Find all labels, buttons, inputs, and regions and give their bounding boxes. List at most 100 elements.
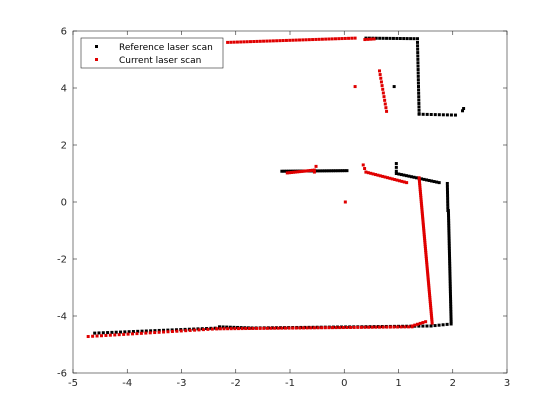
scan-point (427, 290, 431, 294)
scan-point (275, 39, 279, 43)
plot-area (73, 31, 507, 373)
scan-point (122, 332, 126, 336)
scan-point (359, 325, 363, 329)
scan-point (449, 322, 453, 326)
legend-label-reference: Reference laser scan (119, 43, 213, 53)
scan-point (417, 176, 421, 180)
scan-point (226, 327, 230, 331)
scan-point (291, 38, 295, 42)
scan-point (430, 319, 434, 323)
scan-point (426, 272, 430, 276)
scan-point (416, 57, 420, 61)
scan-point (317, 37, 321, 41)
scan-point (283, 326, 287, 330)
scan-point (426, 280, 430, 284)
scan-point (420, 203, 424, 207)
scan-point (402, 180, 406, 184)
scan-point (423, 239, 427, 243)
scan-point (381, 91, 385, 95)
scan-point (110, 330, 114, 334)
scan-point (417, 101, 421, 105)
scan-point (416, 47, 420, 51)
scan-point (449, 315, 453, 319)
scan-point (162, 330, 166, 334)
scan-point (421, 324, 425, 328)
scan-point (309, 326, 313, 330)
scan-point (422, 225, 426, 229)
scan-point (420, 177, 424, 181)
x-tick-label: 3 (504, 378, 510, 389)
scan-point (378, 73, 382, 77)
scan-point (448, 279, 452, 283)
scan-point (258, 39, 262, 43)
scan-point (95, 334, 99, 338)
scan-point (349, 325, 353, 329)
y-tick-label: 6 (61, 27, 67, 38)
scan-point (294, 38, 298, 42)
scan-point (449, 317, 453, 321)
scan-point (407, 174, 411, 178)
scan-point (175, 329, 179, 333)
scan-point (425, 258, 428, 262)
scan-point (419, 193, 423, 197)
scan-point (409, 37, 413, 41)
scan-point (245, 40, 249, 44)
scan-point (379, 80, 383, 84)
scan-point (352, 325, 356, 329)
scan-point (418, 182, 422, 186)
scan-point (222, 327, 226, 331)
scan-point (429, 311, 433, 315)
scan-point (418, 184, 422, 188)
scan-point (397, 179, 401, 183)
scan-point (239, 40, 243, 44)
scan-point (426, 278, 430, 282)
scan-point (288, 38, 292, 42)
scan-point (399, 325, 403, 329)
scan-point (240, 327, 244, 331)
x-tick-label: -4 (122, 378, 132, 389)
scan-point (446, 200, 450, 204)
scan-point (448, 264, 452, 268)
scan-point (399, 173, 403, 177)
scan-point (428, 300, 432, 304)
scan-point (449, 312, 453, 316)
scan-point (429, 307, 433, 311)
scan-point (447, 251, 451, 255)
y-tick-label: 2 (61, 141, 67, 152)
scan-point (302, 169, 306, 173)
scan-point (427, 286, 431, 290)
scan-point (425, 178, 429, 182)
scan-point (417, 95, 421, 99)
scan-point (417, 108, 421, 112)
scan-point (421, 215, 425, 219)
scan-point (448, 284, 452, 288)
scan-point (445, 322, 449, 326)
scan-point (449, 310, 453, 314)
scan-point (417, 178, 421, 182)
scan-point (388, 325, 392, 329)
scan-point (323, 326, 327, 330)
scan-point (117, 333, 121, 337)
scan-point (296, 170, 300, 174)
scan-point (447, 249, 451, 253)
scan-point (447, 241, 451, 245)
scan-point (448, 257, 452, 261)
scan-point (398, 37, 402, 40)
y-tick-label: -2 (57, 255, 67, 266)
scan-point (104, 333, 108, 337)
scan-point (338, 169, 342, 173)
scan-point (421, 221, 425, 225)
scan-point (381, 87, 385, 91)
scan-point (226, 40, 230, 44)
scan-point (429, 113, 433, 116)
scan-point (415, 40, 419, 44)
scan-point (391, 36, 395, 40)
scan-point (447, 229, 451, 233)
scan-point (101, 331, 105, 335)
scan-point (435, 180, 439, 184)
scan-point (374, 325, 378, 329)
scan-point (341, 326, 345, 330)
scan-point (327, 37, 331, 41)
scan-point (93, 331, 97, 335)
scan-point (345, 326, 349, 329)
